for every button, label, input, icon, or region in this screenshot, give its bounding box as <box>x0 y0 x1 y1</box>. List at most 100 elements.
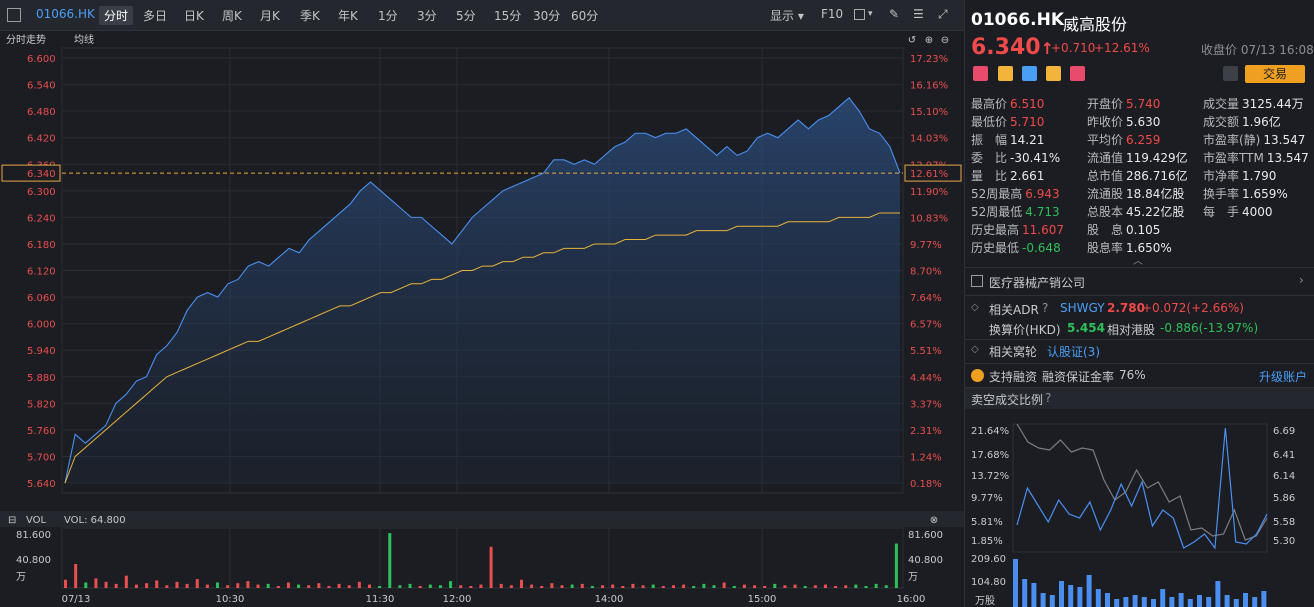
tab-10[interactable]: 15分 <box>494 9 522 23</box>
tab-4[interactable]: 月K <box>260 9 280 23</box>
short-vol-bar <box>1040 593 1046 607</box>
vol-bar <box>408 583 412 588</box>
vol-bar <box>489 546 493 588</box>
chevron-down-icon[interactable]: ▾ <box>868 9 873 19</box>
vol-bar <box>286 582 290 588</box>
display-label: 显示 <box>770 9 795 23</box>
current-pct-box <box>904 164 962 182</box>
vol-tick-left: 81.600 <box>16 530 51 541</box>
heart-icon[interactable] <box>1070 66 1085 81</box>
chevron-right-icon: › <box>1299 273 1304 287</box>
y-tick-left: 6.240 <box>27 213 56 224</box>
conv-label: 换算价(HKD) <box>989 323 1061 337</box>
adr-ticker[interactable]: SHWGY <box>1060 301 1105 315</box>
stat-value: 1.96亿 <box>1242 115 1281 129</box>
vol-bar <box>378 585 382 588</box>
settings-icon[interactable]: ☰ <box>913 7 924 21</box>
y-tick-left: 5.940 <box>27 346 56 357</box>
pen-icon[interactable]: ✎ <box>889 7 900 21</box>
collapse-chevron-icon[interactable]: ︿ <box>1133 256 1143 267</box>
vol-bar <box>702 583 706 588</box>
vol-bar <box>185 583 189 588</box>
tab-8[interactable]: 3分 <box>417 9 437 23</box>
tab-0[interactable]: 分时 <box>99 6 134 25</box>
stat-item: 市盈率TTM 13.547 <box>1203 149 1309 166</box>
help-icon[interactable]: ? <box>1045 391 1052 405</box>
tab-9[interactable]: 5分 <box>456 9 476 23</box>
short-vol-unit: 万股 <box>975 595 995 607</box>
stat-item: 52周最低 4.713 <box>971 203 1060 220</box>
vol-tick-right: 40.800 <box>908 555 943 566</box>
expand-icon[interactable]: ⤢ <box>938 7 948 21</box>
short-tick-left: 9.77% <box>971 493 1003 504</box>
vol-bar <box>661 585 665 588</box>
vol-bar <box>601 585 605 588</box>
bell-icon[interactable] <box>1223 66 1238 81</box>
tab-6[interactable]: 年K <box>338 9 358 23</box>
stat-item: 量 比 2.661 <box>971 167 1044 184</box>
adr-expand-icon[interactable]: ◇ <box>971 302 979 313</box>
adr-change: +0.072(+2.66%) <box>1142 301 1244 315</box>
stat-item: 股 息 0.105 <box>1087 221 1160 238</box>
tab-7[interactable]: 1分 <box>378 9 398 23</box>
vol-bar <box>631 583 635 588</box>
price-chart-svg[interactable]: 分时走势 均线 ↺ ⊕ ⊖ 6.600 17.23% 6.540 16.16% 6.480 15.1… <box>0 31 964 607</box>
stat-label: 市盈率(静) <box>1203 133 1261 147</box>
tag-icon[interactable] <box>1022 66 1037 81</box>
y-tick-left: 6.000 <box>27 320 56 331</box>
vol-bar <box>803 585 807 588</box>
vol-bar <box>145 583 149 588</box>
display-menu[interactable]: 显示 ▾ <box>770 9 804 23</box>
tab-2[interactable]: 日K <box>184 9 204 23</box>
tab-12[interactable]: 60分 <box>571 9 599 23</box>
help-icon[interactable]: ? <box>1042 301 1049 315</box>
stat-label: 振 幅 <box>971 133 1008 147</box>
stat-value: 4000 <box>1242 205 1273 219</box>
f10-button[interactable]: F10 <box>821 7 844 21</box>
tab-3[interactable]: 周K <box>222 9 242 23</box>
stat-item: 总股本 45.22亿股 <box>1087 203 1184 220</box>
sidebar-toggle-icon[interactable] <box>7 8 21 22</box>
vol-bar <box>590 585 594 588</box>
vol-bar <box>84 582 88 588</box>
vol-bar <box>742 584 746 588</box>
stat-label: 52周最低 <box>971 205 1023 219</box>
tab-5[interactable]: 季K <box>300 9 320 23</box>
lightning-icon[interactable] <box>998 66 1013 81</box>
vol-bar <box>540 585 544 588</box>
stat-item: 成交量 3125.44万 <box>1203 95 1304 112</box>
y-tick-left: 5.700 <box>27 452 56 463</box>
short-vol-bar <box>1151 599 1156 607</box>
stat-item: 总市值 286.716亿 <box>1087 167 1188 184</box>
checkbox-icon[interactable] <box>854 9 865 20</box>
industry-row[interactable]: 医疗器械产销公司 › <box>965 267 1314 295</box>
short-tick-right: 5.86 <box>1273 493 1295 504</box>
vol-bar <box>854 584 858 588</box>
short-vol-bar <box>1077 587 1083 607</box>
y-tick-right: 7.64% <box>910 293 942 304</box>
vol-bar <box>94 578 98 588</box>
chart-toolbar: 01066.HK 分时 多日 日K 周K 月K 季K 年K 1分 3分 5分 15分 30分 60分 显… <box>0 0 964 31</box>
trade-button[interactable]: 交易 <box>1245 65 1305 83</box>
chart-header-bg <box>0 31 964 47</box>
quote-price: 6.340↑ <box>971 35 1054 60</box>
tab-11[interactable]: 30分 <box>533 9 561 23</box>
vol-bar <box>398 585 402 588</box>
vol-bar <box>266 583 270 588</box>
x-tick: 07/13 <box>62 594 91 605</box>
upgrade-link[interactable]: 升级账户 <box>1259 370 1308 384</box>
stat-value: 286.716亿 <box>1126 169 1188 183</box>
current-price-box <box>1 164 61 182</box>
stock-code-label[interactable]: 01066.HK <box>36 7 95 21</box>
vol-bar <box>773 583 777 588</box>
y-tick-left: 5.820 <box>27 399 56 410</box>
tab-1[interactable]: 多日 <box>143 9 168 23</box>
zoom-out-icon: ⊖ <box>941 35 949 46</box>
warrant-link[interactable]: 认股证(3) <box>1047 345 1100 359</box>
dollar-icon[interactable] <box>1046 66 1061 81</box>
short-tick-left: 21.64% <box>971 426 1009 437</box>
stat-label: 流通值 <box>1087 151 1124 165</box>
y-tick-right: 6.57% <box>910 320 942 331</box>
y-tick-right: 8.70% <box>910 267 942 278</box>
warrant-expand-icon[interactable]: ◇ <box>971 344 979 355</box>
